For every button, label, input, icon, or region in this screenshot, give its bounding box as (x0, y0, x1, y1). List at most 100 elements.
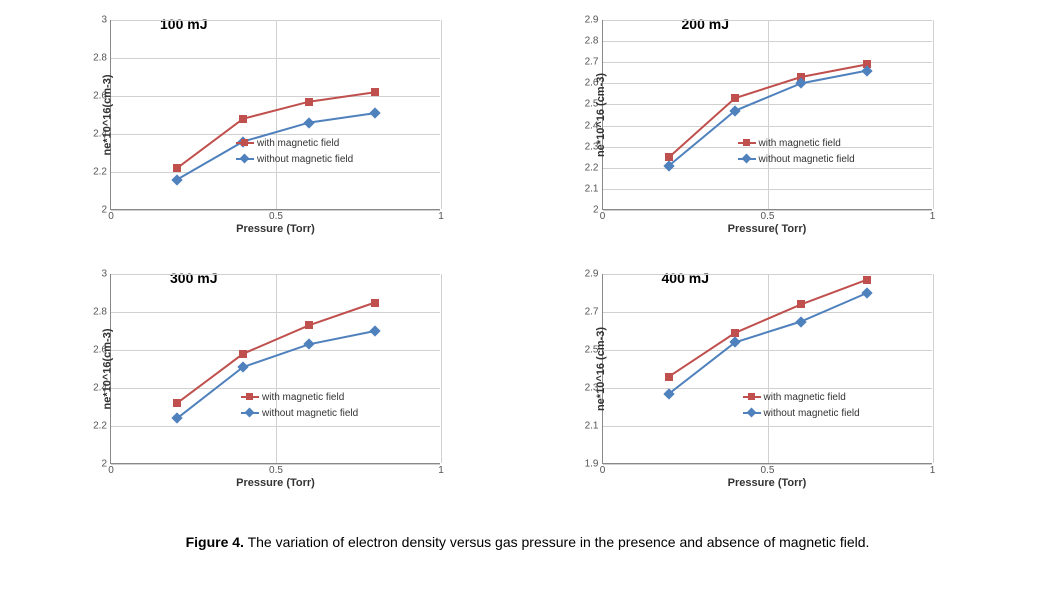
legend-row-with-field: with magnetic field (738, 135, 855, 151)
series-with-field-marker (305, 98, 313, 106)
ytick-label: 2.9 (585, 15, 603, 26)
series-with-field-marker (371, 299, 379, 307)
legend-label: without magnetic field (759, 154, 855, 165)
ytick-label: 2.9 (585, 269, 603, 280)
series-without-field-line (669, 293, 867, 394)
legend-swatch (738, 158, 756, 160)
legend-swatch (743, 412, 761, 414)
ytick-label: 2.2 (93, 167, 111, 178)
legend: with magnetic field without magnetic fiel… (738, 135, 855, 167)
diamond-marker-icon (245, 408, 255, 418)
xtick-label: 1 (930, 463, 936, 476)
xtick-label: 0.5 (761, 463, 775, 476)
legend-row-without-field: without magnetic field (738, 151, 855, 167)
gridline (441, 274, 442, 463)
legend-row-without-field: without magnetic field (241, 405, 358, 421)
legend-swatch (241, 396, 259, 398)
legend-label: without magnetic field (764, 408, 860, 419)
series-lines (111, 274, 441, 464)
legend-swatch (738, 142, 756, 144)
ytick-label: 2.7 (585, 57, 603, 68)
legend-label: with magnetic field (257, 138, 339, 149)
xtick-label: 1 (438, 209, 444, 222)
ytick-label: 2.2 (93, 421, 111, 432)
xtick-label: 0.5 (269, 463, 283, 476)
series-with-field-marker (797, 300, 805, 308)
legend-row-with-field: with magnetic field (236, 135, 353, 151)
chart-300mj: 300 mJ22.22.42.62.8300.51Pressure (Torr)… (40, 264, 524, 510)
chart-400mj: 400 mJ1.92.12.32.52.72.900.51Pressure (T… (532, 264, 1016, 510)
caption-label: Figure 4. (186, 534, 244, 550)
diamond-marker-icon (240, 154, 250, 164)
legend-swatch (241, 412, 259, 414)
series-with-field-marker (371, 88, 379, 96)
plot-area: 22.22.42.62.8300.51Pressure (Torr)ne*10^… (110, 20, 440, 210)
ytick-label: 2.1 (585, 183, 603, 194)
legend-swatch (743, 396, 761, 398)
legend: with magnetic field without magnetic fiel… (743, 389, 860, 421)
series-with-field-line (669, 280, 867, 377)
series-with-field-marker (305, 321, 313, 329)
legend-swatch (236, 158, 254, 160)
ytick-label: 2.2 (585, 162, 603, 173)
plot-area: 1.92.12.32.52.72.900.51Pressure (Torr)ne… (602, 274, 932, 464)
ytick-label: 2.8 (93, 53, 111, 64)
legend-row-without-field: without magnetic field (236, 151, 353, 167)
diamond-marker-icon (741, 154, 751, 164)
gridline (933, 274, 934, 463)
series-with-field-marker (239, 115, 247, 123)
xtick-label: 0.5 (269, 209, 283, 222)
series-lines (111, 20, 441, 210)
square-marker-icon (241, 139, 248, 146)
square-marker-icon (748, 393, 755, 400)
xtick-label: 0 (600, 209, 606, 222)
xtick-label: 1 (438, 463, 444, 476)
xtick-label: 0 (108, 463, 114, 476)
ytick-label: 2.8 (585, 36, 603, 47)
legend-label: without magnetic field (257, 154, 353, 165)
figure-caption: Figure 4. The variation of electron dens… (40, 534, 1015, 550)
caption-text: The variation of electron density versus… (244, 534, 869, 550)
series-with-field-marker (173, 164, 181, 172)
series-lines (603, 20, 933, 210)
legend-label: with magnetic field (764, 392, 846, 403)
legend-label: without magnetic field (262, 408, 358, 419)
xtick-label: 0 (600, 463, 606, 476)
gridline (933, 20, 934, 209)
ytick-label: 2.8 (93, 307, 111, 318)
series-with-field-marker (731, 94, 739, 102)
legend-label: with magnetic field (759, 138, 841, 149)
x-axis-label: Pressure (Torr) (236, 477, 315, 489)
xtick-label: 0 (108, 209, 114, 222)
square-marker-icon (743, 139, 750, 146)
chart-grid: 100 mJ22.22.42.62.8300.51Pressure (Torr)… (40, 10, 1015, 510)
plot-area: 22.22.42.62.8300.51Pressure (Torr)ne*10^… (110, 274, 440, 464)
ytick-label: 3 (101, 269, 111, 280)
legend-label: with magnetic field (262, 392, 344, 403)
series-lines (603, 274, 933, 464)
gridline (441, 20, 442, 209)
x-axis-label: Pressure (Torr) (728, 477, 807, 489)
plot-area: 22.12.22.32.42.52.62.72.82.900.51Pressur… (602, 20, 932, 210)
legend-row-with-field: with magnetic field (743, 389, 860, 405)
series-with-field-marker (665, 373, 673, 381)
legend: with magnetic field without magnetic fiel… (236, 135, 353, 167)
chart-100mj: 100 mJ22.22.42.62.8300.51Pressure (Torr)… (40, 10, 524, 256)
series-with-field-marker (239, 350, 247, 358)
xtick-label: 0.5 (761, 209, 775, 222)
ytick-label: 2.1 (585, 421, 603, 432)
ytick-label: 3 (101, 15, 111, 26)
legend-row-without-field: without magnetic field (743, 405, 860, 421)
legend: with magnetic field without magnetic fiel… (241, 389, 358, 421)
x-axis-label: Pressure (Torr) (236, 223, 315, 235)
x-axis-label: Pressure( Torr) (728, 223, 807, 235)
xtick-label: 1 (930, 209, 936, 222)
ytick-label: 2.7 (585, 307, 603, 318)
series-with-field-marker (173, 399, 181, 407)
diamond-marker-icon (746, 408, 756, 418)
chart-200mj: 200 mJ22.12.22.32.42.52.62.72.82.900.51P… (532, 10, 1016, 256)
legend-row-with-field: with magnetic field (241, 389, 358, 405)
series-with-field-marker (863, 276, 871, 284)
legend-swatch (236, 142, 254, 144)
square-marker-icon (246, 393, 253, 400)
